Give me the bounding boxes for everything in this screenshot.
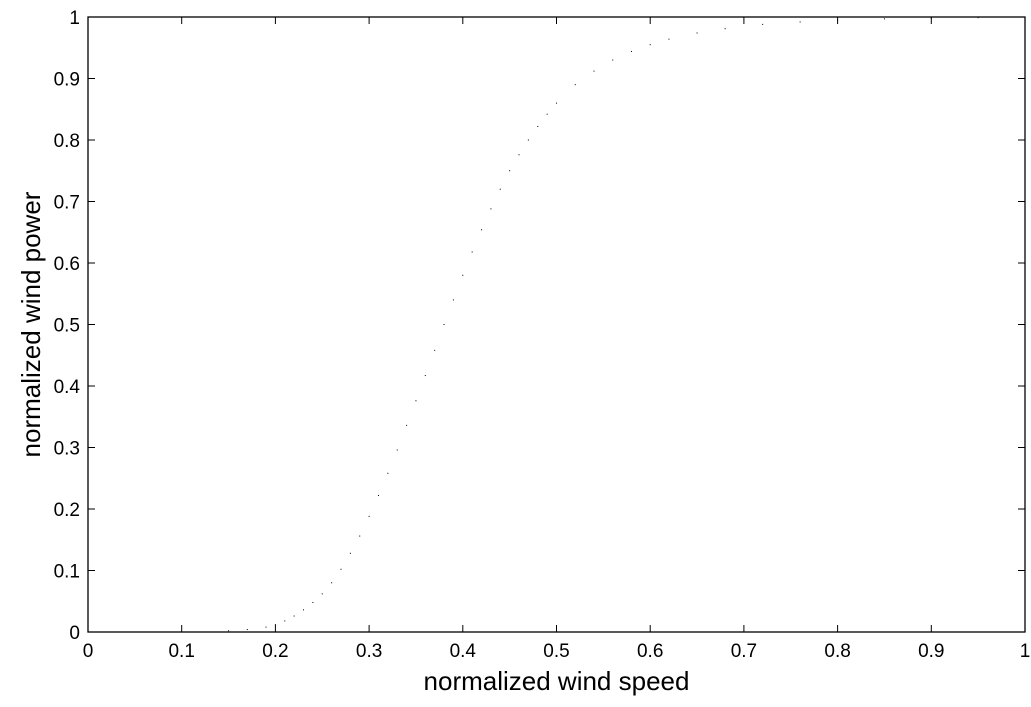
data-point (762, 23, 764, 25)
data-point (293, 615, 295, 617)
data-point (434, 349, 436, 351)
data-point (349, 552, 351, 554)
data-point (527, 139, 529, 141)
data-point (471, 251, 473, 253)
axis-ticks (87, 16, 1026, 633)
data-point (724, 28, 726, 30)
data-point (509, 170, 511, 172)
data-point (368, 515, 370, 517)
y-tick-label: 0.3 (54, 439, 80, 460)
data-point (274, 624, 276, 626)
x-tick-label: 0.4 (450, 641, 477, 662)
x-axis-tick-labels: 0 0.1 0.2 0.3 0.4 0.5 0.6 0.7 0.8 0.9 1 (83, 641, 1031, 662)
y-tick-label: 0.5 (54, 316, 80, 337)
x-tick-label: 0.2 (262, 641, 288, 662)
x-tick-label: 0.1 (168, 641, 194, 662)
data-point (574, 84, 576, 86)
y-axis-tick-labels: 0 0.1 0.2 0.3 0.4 0.5 0.6 0.7 0.8 0.9 1 (54, 8, 81, 644)
data-point (331, 582, 333, 584)
data-point (452, 299, 454, 301)
data-point (321, 593, 323, 595)
y-tick-label: 0.4 (54, 377, 81, 398)
data-point (396, 449, 398, 451)
x-axis-label: normalized wind speed (424, 666, 690, 696)
data-point (284, 620, 286, 622)
data-point (228, 630, 230, 632)
data-point (415, 400, 417, 402)
data-point (387, 472, 389, 474)
y-axis-label: normalized wind power (16, 191, 46, 457)
y-tick-label: 0.8 (54, 131, 80, 152)
data-point (546, 113, 548, 115)
x-tick-label: 0.5 (543, 641, 569, 662)
x-tick-label: 0.3 (356, 641, 382, 662)
y-tick-label: 0.2 (54, 500, 80, 521)
x-tick-label: 0 (83, 641, 94, 662)
data-point (265, 626, 267, 628)
data-point (593, 70, 595, 72)
data-point (696, 32, 698, 34)
plot-area-frame (87, 16, 1026, 633)
y-tick-label: 0.7 (54, 193, 80, 214)
data-point (340, 568, 342, 570)
data-point (312, 601, 314, 603)
x-tick-label: 1 (1020, 641, 1031, 662)
data-point (649, 44, 651, 46)
data-point (499, 188, 501, 190)
data-point (406, 424, 408, 426)
data-point (883, 18, 885, 20)
data-point (303, 609, 305, 611)
data-point (424, 375, 426, 377)
data-point (612, 59, 614, 61)
data-point (377, 494, 379, 496)
x-tick-label: 0.7 (731, 641, 757, 662)
data-point (537, 125, 539, 127)
y-tick-label: 0 (69, 623, 80, 644)
data-point (246, 629, 248, 631)
data-point (668, 38, 670, 40)
x-tick-label: 0.8 (824, 641, 850, 662)
data-points (87, 16, 1007, 633)
data-point (462, 274, 464, 276)
data-point (490, 208, 492, 210)
y-tick-label: 1 (69, 8, 80, 29)
data-point (481, 229, 483, 231)
x-tick-label: 0.6 (637, 641, 663, 662)
y-tick-label: 0.9 (54, 70, 80, 91)
data-point (630, 50, 632, 52)
x-tick-label: 0.9 (918, 641, 944, 662)
data-point (359, 535, 361, 537)
data-point (556, 102, 557, 104)
data-point (443, 324, 445, 325)
data-point (799, 21, 801, 23)
data-point (518, 154, 520, 156)
y-tick-label: 0.6 (54, 254, 80, 275)
y-tick-label: 0.1 (54, 562, 80, 583)
